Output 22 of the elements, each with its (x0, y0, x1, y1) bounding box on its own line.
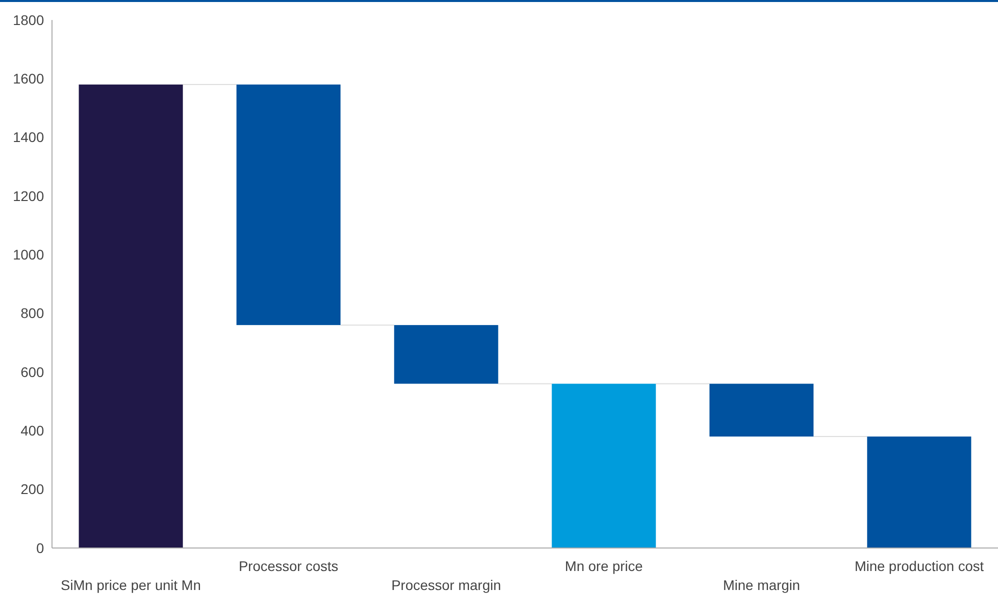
bar (709, 384, 814, 437)
bar (236, 84, 341, 326)
y-tick-label: 400 (20, 422, 44, 439)
y-tick-label: 800 (20, 305, 44, 322)
bar (552, 384, 656, 548)
x-tick-label: SiMn price per unit Mn (60, 577, 201, 593)
y-tick-label: 1600 (12, 70, 44, 87)
x-tick-label: Mine margin (722, 577, 800, 593)
y-tick-label: 1000 (12, 246, 44, 263)
y-tick-label: 600 (20, 364, 44, 380)
x-tick-label: Mine production cost (854, 558, 984, 574)
y-tick-label: 1800 (12, 12, 44, 28)
y-tick-label: 1200 (12, 188, 44, 204)
y-tick-label: 200 (20, 481, 44, 498)
y-tick-label: 0 (36, 540, 44, 556)
bar (394, 325, 498, 384)
bar (867, 436, 972, 548)
x-tick-label: Processor costs (238, 558, 338, 574)
x-tick-label: Processor margin (391, 577, 502, 593)
bar (78, 84, 183, 548)
x-tick-label: Mn ore price (564, 558, 643, 574)
y-tick-label: 1400 (12, 129, 44, 146)
